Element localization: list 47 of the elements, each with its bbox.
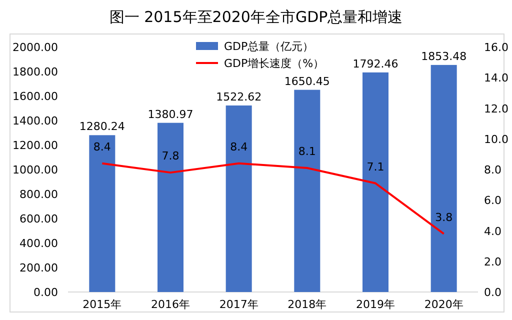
legend-label: GDP增长速度（%） [224, 57, 324, 70]
bar [226, 105, 252, 292]
data-label: 7.8 [162, 150, 180, 163]
x-tick-label: 2017年 [219, 298, 258, 311]
data-label: 1280.24 [79, 120, 125, 134]
y-tick-label: 200.00 [20, 262, 58, 274]
data-label: 1792.46 [352, 57, 398, 70]
data-label: 1380.97 [148, 108, 194, 121]
y-tick-label: 800.00 [20, 188, 58, 201]
y2-tick-label: 14.0 [484, 72, 508, 85]
data-label: 1522.62 [216, 90, 262, 104]
y-tick-label: 400.00 [20, 237, 58, 250]
x-tick-label: 2015年 [82, 298, 122, 311]
y-tick-label: 1400.00 [12, 114, 58, 128]
data-label: 7.1 [366, 160, 384, 174]
data-label: 8.1 [298, 144, 316, 158]
y2-tick-label: 2.0 [484, 255, 502, 268]
y-tick-label: 1800.00 [12, 66, 58, 78]
bar [158, 122, 184, 292]
data-label: 1853.48 [421, 50, 467, 63]
y-tick-label: 2000.00 [12, 41, 58, 54]
data-label: 8.4 [93, 140, 111, 154]
y2-tick-label: 10.0 [484, 132, 508, 146]
y2-tick-label: 8.0 [484, 164, 502, 176]
data-label: 3.8 [435, 210, 453, 224]
y2-tick-label: 0.0 [484, 286, 502, 299]
legend-label: GDP总量（亿元） [224, 40, 314, 53]
data-label: 1650.45 [284, 74, 330, 88]
y2-tick-label: 4.0 [484, 224, 502, 238]
x-tick-label: 2016年 [151, 298, 190, 311]
title: 图一 2015年至2020年全市GDP总量和增速 [109, 8, 403, 26]
x-tick-label: 2018年 [288, 298, 327, 311]
y2-tick-label: 12.0 [484, 102, 508, 116]
y2-tick-label: 6.0 [484, 194, 502, 208]
y-tick-label: 600.00 [20, 212, 58, 226]
bar [89, 135, 116, 292]
y-tick-label: 0.00 [34, 286, 58, 299]
x-tick-label: 2020年 [424, 298, 464, 311]
bar [430, 64, 457, 292]
y-tick-label: 1600.00 [12, 90, 58, 103]
bar [294, 90, 320, 292]
y-tick-label: 1200.00 [12, 139, 58, 152]
x-tick-label: 2019年 [356, 298, 395, 311]
data-label: 8.4 [230, 140, 248, 154]
bar [362, 72, 388, 292]
y2-tick-label: 16.0 [484, 41, 508, 54]
y-tick-label: 1000.00 [12, 164, 58, 176]
